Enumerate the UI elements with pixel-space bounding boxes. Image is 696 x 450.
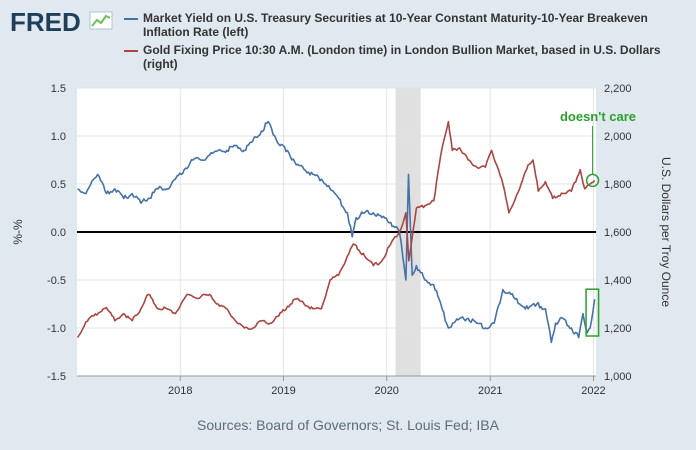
- left-tick-label: -1.0: [47, 323, 66, 335]
- source-note: Sources: Board of Governors; St. Louis F…: [197, 417, 499, 433]
- legend-item-yield: Market Yield on U.S. Treasury Securities…: [124, 11, 673, 39]
- right-tick-label: 1,800: [604, 179, 632, 191]
- right-tick-label: 1,000: [604, 371, 632, 383]
- series-layer: [76, 120, 596, 344]
- axis-layer: 1.5 1.0 0.5 0.0 -0.5 -1.0 -1.5 2,200 2,000 1,800 1…: [47, 83, 632, 397]
- right-tick-label: 1,400: [604, 275, 632, 287]
- annotation-layer: doesn't care: [560, 109, 636, 337]
- right-tick-label: 1,200: [604, 323, 632, 335]
- legend-label-yield: Market Yield on U.S. Treasury Securities…: [143, 11, 648, 39]
- right-tick-label: 2,000: [604, 131, 632, 143]
- legend-swatch-gold: [124, 50, 138, 52]
- fred-logo-text: FRED: [10, 7, 81, 36]
- legend-swatch-yield: [124, 18, 138, 20]
- x-tick-label: 2018: [168, 385, 192, 397]
- left-tick-label: 1.5: [51, 83, 66, 95]
- x-tick-label: 2021: [478, 385, 502, 397]
- left-tick-label: 1.0: [51, 131, 66, 143]
- annotation-box: [585, 288, 600, 337]
- right-axis-label: U.S. Dollars per Troy Ounce: [659, 157, 673, 307]
- legend-label-gold: Gold Fixing Price 10:30 A.M. (London tim…: [143, 43, 661, 71]
- annotation-circle: [585, 173, 600, 188]
- left-tick-label: 0.0: [51, 227, 66, 239]
- line-chart-icon: [89, 11, 113, 30]
- series-line-yield: [77, 120, 596, 344]
- left-tick-label: 0.5: [51, 179, 66, 191]
- fred-logo: FRED: [10, 7, 113, 36]
- left-tick-label: -0.5: [47, 275, 66, 287]
- annotation-text: doesn't care: [560, 109, 636, 124]
- x-tick-label: 2022: [581, 385, 605, 397]
- series-line-gold: [76, 120, 596, 339]
- left-tick-label: -1.5: [47, 371, 66, 383]
- right-tick-label: 1,600: [604, 227, 632, 239]
- left-axis-label: %-%: [11, 219, 25, 245]
- x-tick-label: 2020: [374, 385, 398, 397]
- legend-item-gold: Gold Fixing Price 10:30 A.M. (London tim…: [124, 43, 673, 71]
- right-tick-label: 2,200: [604, 83, 632, 95]
- x-tick-label: 2019: [271, 385, 295, 397]
